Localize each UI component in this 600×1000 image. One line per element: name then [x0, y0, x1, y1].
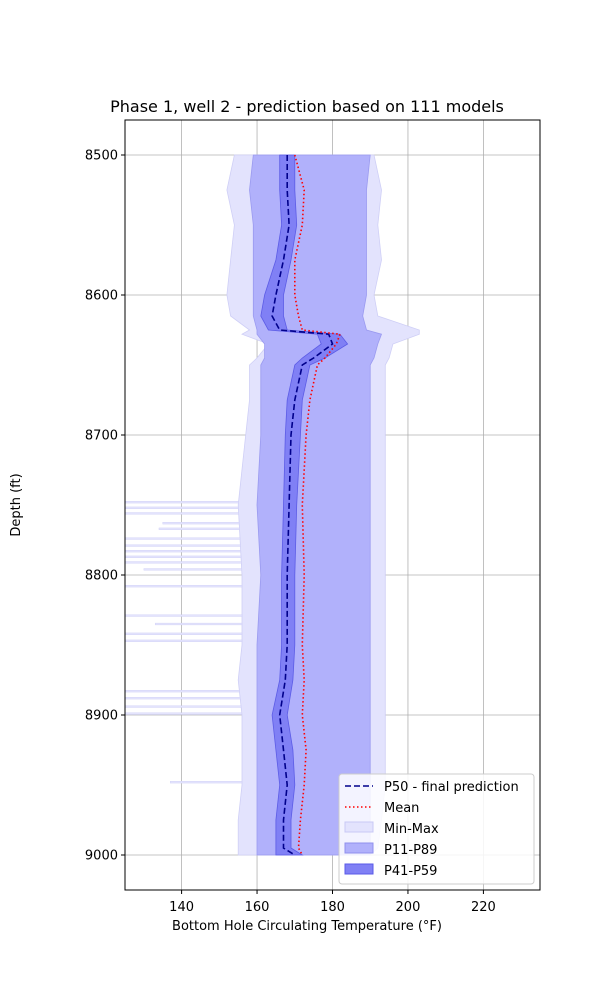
minmax-spike [158, 527, 240, 530]
minmax-spike [154, 622, 243, 626]
minmax-spike [143, 568, 242, 571]
series-line-p50 [271, 155, 334, 856]
chart-title: Phase 1, well 2 - prediction based on 11… [110, 97, 504, 116]
y-tick-label: 8800 [85, 569, 118, 584]
minmax-spike [170, 781, 243, 784]
minmax-spike [125, 690, 240, 693]
legend-label-mean: Mean [384, 801, 419, 816]
x-tick-label: 140 [169, 900, 194, 915]
minmax-spike [125, 639, 243, 642]
x-tick-label: 180 [320, 900, 345, 915]
minmax-spike [125, 501, 239, 504]
minmax-spike [125, 550, 241, 553]
legend-label-p41-p59: P41-P59 [384, 864, 437, 879]
minmax-spike [125, 712, 243, 715]
legend-label-p11-p89: P11-P89 [384, 843, 437, 858]
series-line-mean [294, 154, 342, 856]
x-tick-label: 160 [245, 900, 270, 915]
minmax-spike [125, 506, 239, 509]
y-tick-label: 8600 [85, 289, 118, 304]
minmax-spike [125, 537, 241, 540]
y-tick-label: 8700 [85, 429, 118, 444]
minmax-spike [125, 544, 241, 547]
data-layer [125, 154, 420, 856]
minmax-spike [125, 512, 239, 515]
minmax-spike [125, 561, 242, 564]
minmax-spike [125, 632, 243, 635]
x-axis-label: Bottom Hole Circulating Temperature (°F) [172, 919, 442, 934]
x-tick-label: 220 [471, 900, 496, 915]
legend-label-p50: P50 - final prediction [384, 780, 519, 795]
minmax-spike [125, 705, 242, 708]
minmax-spike [125, 555, 242, 558]
minmax-spike [125, 697, 241, 700]
legend-swatch-minmax [344, 821, 374, 833]
minmax-spike [125, 614, 243, 617]
y-tick-label: 9000 [85, 849, 118, 864]
legend: P50 - final prediction Mean Min-Max P11-… [338, 773, 535, 885]
x-tick-label: 200 [396, 900, 421, 915]
legend-swatch-p11-p89 [344, 842, 374, 854]
legend-label-minmax: Min-Max [384, 822, 439, 837]
legend-box [338, 773, 535, 885]
y-axis-label: Depth (ft) [9, 473, 24, 536]
y-tick-label: 8500 [85, 149, 118, 164]
legend-swatch-p41-p59 [344, 863, 374, 875]
band-p11-p89 [249, 154, 383, 856]
tick-layer: 140 160 180 200 220 8500 8600 8700 8800 8900 9000 [85, 149, 496, 916]
minmax-spike [125, 585, 243, 588]
y-tick-label: 8900 [85, 709, 118, 724]
minmax-spike [162, 522, 240, 525]
